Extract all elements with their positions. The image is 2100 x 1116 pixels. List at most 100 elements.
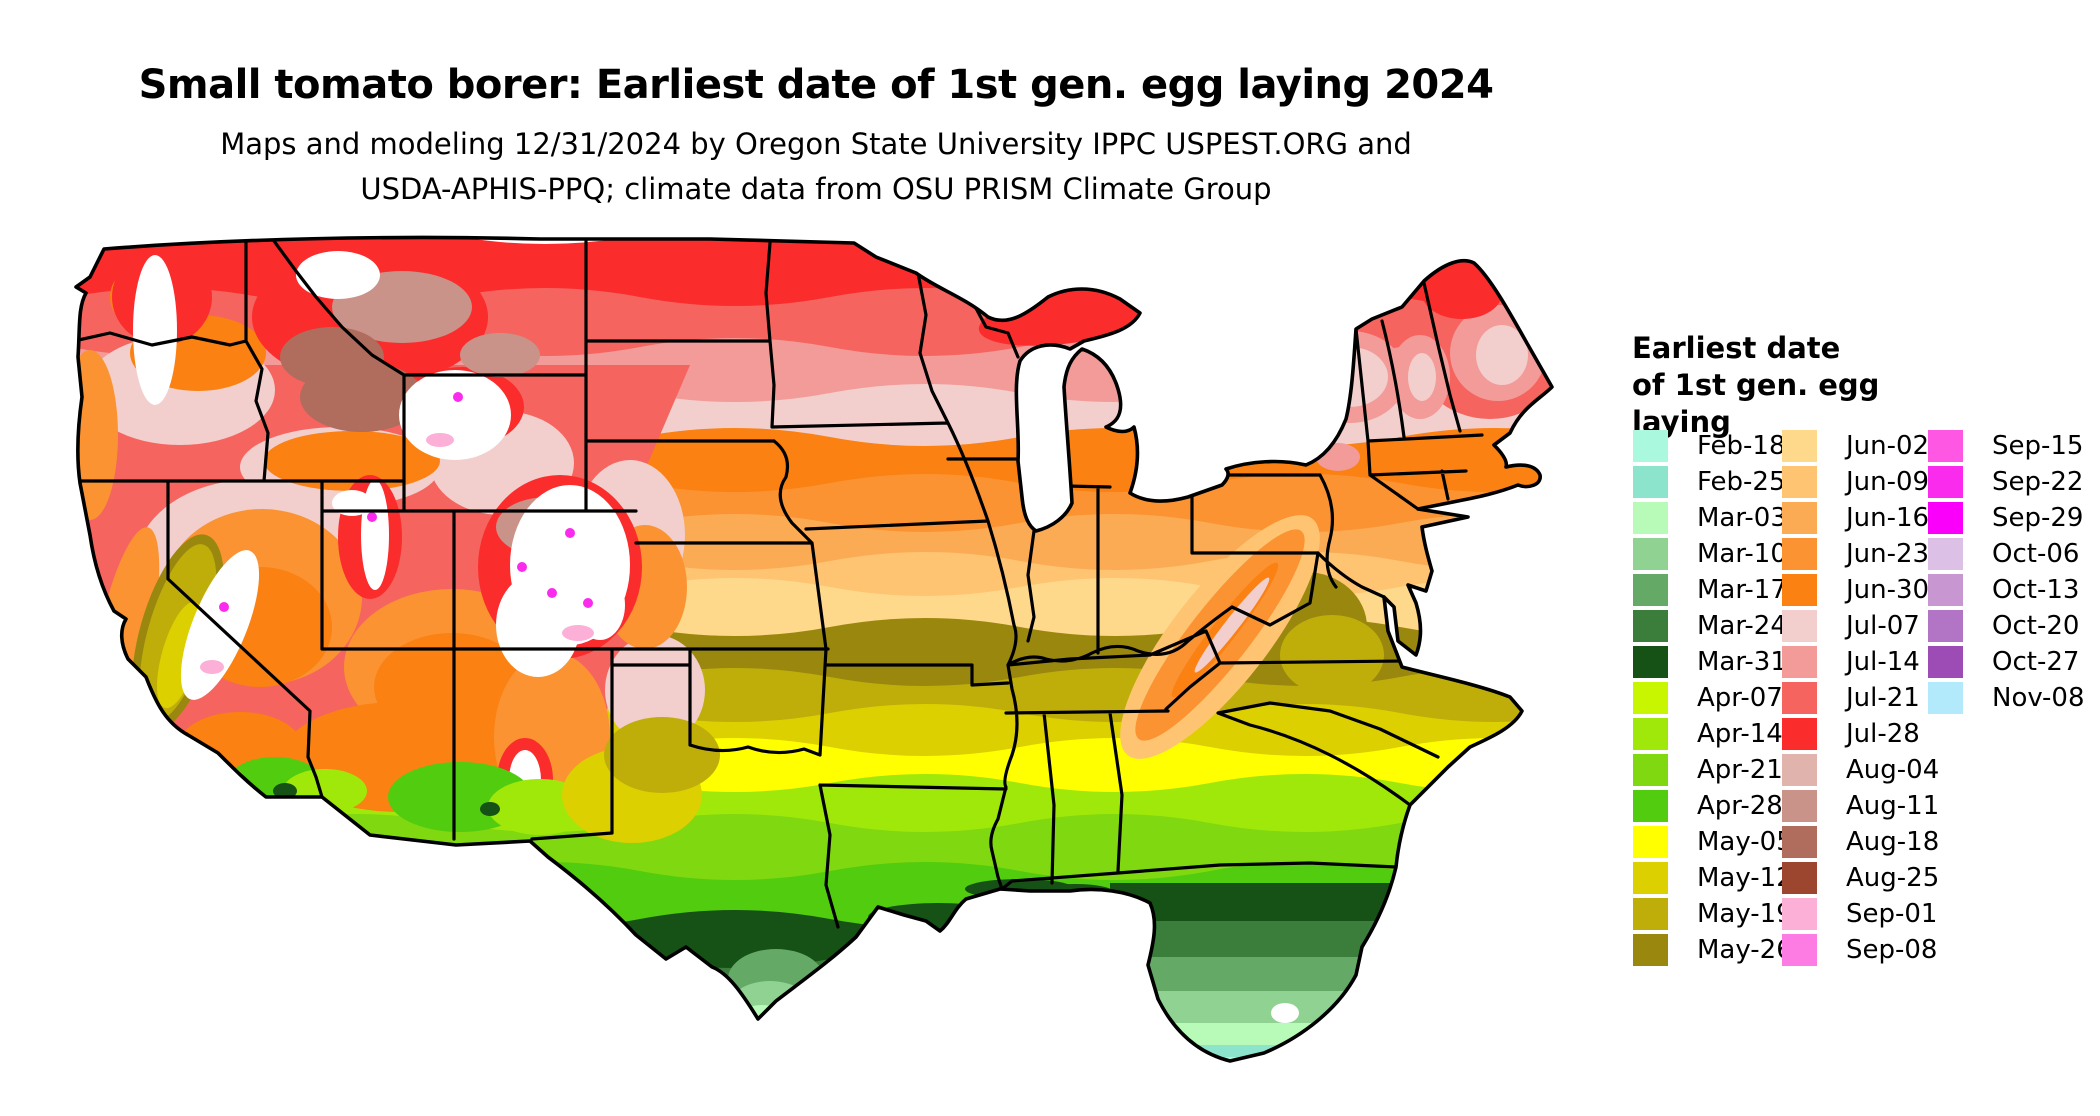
legend-swatch: [1633, 646, 1668, 678]
legend-label: Apr-14: [1697, 719, 1783, 749]
legend-row: Apr-07: [1633, 680, 1793, 716]
subtitle-line-1: Maps and modeling 12/31/2024 by Oregon S…: [220, 127, 1412, 161]
legend-row: Oct-27: [1928, 644, 2085, 680]
legend-swatch: [1633, 574, 1668, 606]
legend-label: Aug-04: [1846, 755, 1940, 785]
legend-label: Oct-06: [1992, 539, 2080, 569]
legend-row: Sep-01: [1782, 896, 1939, 932]
legend-row: Sep-29: [1928, 500, 2085, 536]
western-region-overlay: [76, 249, 1003, 843]
band-Mar-10: [76, 1022, 1552, 1062]
legend-label: Jun-30: [1846, 575, 1930, 605]
legend-row: Jun-02: [1782, 428, 1939, 464]
us-outline: [74, 235, 1554, 1063]
florida-gradient: [1110, 883, 1552, 1062]
legend-row: Apr-28: [1633, 788, 1793, 824]
legend-row: Jun-30: [1782, 572, 1939, 608]
legend-row: Oct-13: [1928, 572, 2085, 608]
legend-column-2: Jun-02 Jun-09 Jun-16 Jun-23 Jun-30 Jul-07 Jul-…: [1782, 428, 1939, 968]
legend-row: May-19: [1633, 896, 1793, 932]
legend-swatch: [1782, 682, 1817, 714]
legend-swatch: [1782, 754, 1817, 786]
legend-label: Mar-10: [1697, 539, 1787, 569]
legend-label: Sep-01: [1846, 899, 1938, 929]
legend-swatch: [1633, 754, 1668, 786]
legend-label: Apr-07: [1697, 683, 1783, 713]
legend-label: Mar-03: [1697, 503, 1787, 533]
legend-title-line: of 1st gen. egg: [1632, 368, 1880, 402]
us-map: [70, 235, 1570, 1070]
legend-row: Mar-31: [1633, 644, 1793, 680]
legend-swatch: [1782, 538, 1817, 570]
map-title: Small tomato borer: Earliest date of 1st…: [138, 62, 1494, 108]
legend-row: Sep-22: [1928, 464, 2085, 500]
legend-label: Aug-11: [1846, 791, 1940, 821]
legend-row: Jun-09: [1782, 464, 1939, 500]
legend-label: Oct-13: [1992, 575, 2080, 605]
legend-label: Nov-08: [1992, 683, 2085, 713]
legend-swatch: [1782, 574, 1817, 606]
legend-label: Aug-25: [1846, 863, 1940, 893]
legend-swatch: [1633, 538, 1668, 570]
legend-row: Oct-06: [1928, 536, 2085, 572]
legend-label: Jun-09: [1846, 467, 1930, 497]
state-borders: [76, 239, 1484, 929]
legend-label: Jul-07: [1846, 611, 1920, 641]
legend-row: Jul-28: [1782, 716, 1939, 752]
legend-swatch: [1928, 610, 1963, 642]
us-map-svg: [74, 235, 1554, 1063]
legend-swatch: [1633, 826, 1668, 858]
legend-row: Jul-21: [1782, 680, 1939, 716]
legend-swatch: [1782, 898, 1817, 930]
legend-swatch: [1782, 934, 1817, 966]
legend-row: Mar-24: [1633, 608, 1793, 644]
legend-row: Aug-04: [1782, 752, 1939, 788]
florida-strip-Feb-18: [1110, 1057, 1552, 1062]
legend-label: May-12: [1697, 863, 1793, 893]
map-subtitle: Maps and modeling 12/31/2024 by Oregon S…: [220, 122, 1412, 212]
legend-swatch: [1633, 502, 1668, 534]
subtitle-line-2: USDA-APHIS-PPQ; climate data from OSU PR…: [360, 172, 1272, 206]
legend-label: Jul-14: [1846, 647, 1920, 677]
legend-label: May-05: [1697, 827, 1793, 857]
legend-row: Mar-10: [1633, 536, 1793, 572]
legend-swatch: [1782, 646, 1817, 678]
legend-row: Oct-20: [1928, 608, 2085, 644]
legend-swatch: [1633, 790, 1668, 822]
legend-row: May-12: [1633, 860, 1793, 896]
legend-row: Aug-18: [1782, 824, 1939, 860]
legend-row: Jun-16: [1782, 500, 1939, 536]
legend-label: May-19: [1697, 899, 1793, 929]
legend-title-line: Earliest date: [1632, 331, 1841, 365]
legend-label: Mar-31: [1697, 647, 1787, 677]
legend-label: Sep-22: [1992, 467, 2084, 497]
legend-column-3: Sep-15 Sep-22 Sep-29 Oct-06 Oct-13 Oct-20 Oct-…: [1928, 428, 2085, 716]
legend-row: Nov-08: [1928, 680, 2085, 716]
legend-swatch: [1633, 682, 1668, 714]
legend-swatch: [1928, 466, 1963, 498]
florida-strip-Feb-25: [1110, 1045, 1552, 1062]
legend-swatch: [1928, 538, 1963, 570]
legend-swatch: [1633, 466, 1668, 498]
legend-row: May-05: [1633, 824, 1793, 860]
legend-label: Apr-28: [1697, 791, 1783, 821]
legend-label: Jul-28: [1846, 719, 1920, 749]
legend-label: Apr-21: [1697, 755, 1783, 785]
legend-swatch: [1633, 610, 1668, 642]
legend-swatch: [1928, 646, 1963, 678]
legend-swatch: [1633, 862, 1668, 894]
legend-swatch: [1782, 610, 1817, 642]
legend-label: Jun-23: [1846, 539, 1930, 569]
legend-row: Jun-23: [1782, 536, 1939, 572]
band-Mar-17: [76, 988, 1552, 1062]
legend-swatch: [1928, 574, 1963, 606]
legend-row: Mar-03: [1633, 500, 1793, 536]
legend-row: May-26: [1633, 932, 1793, 968]
legend-label: Sep-29: [1992, 503, 2084, 533]
legend-swatch: [1928, 502, 1963, 534]
legend-column-1: Feb-18 Feb-25 Mar-03 Mar-10 Mar-17 Mar-24 Mar-…: [1633, 428, 1793, 968]
appalachian-overlay: [1120, 515, 1384, 759]
legend-row: Sep-15: [1928, 428, 2085, 464]
legend-row: Feb-18: [1633, 428, 1793, 464]
